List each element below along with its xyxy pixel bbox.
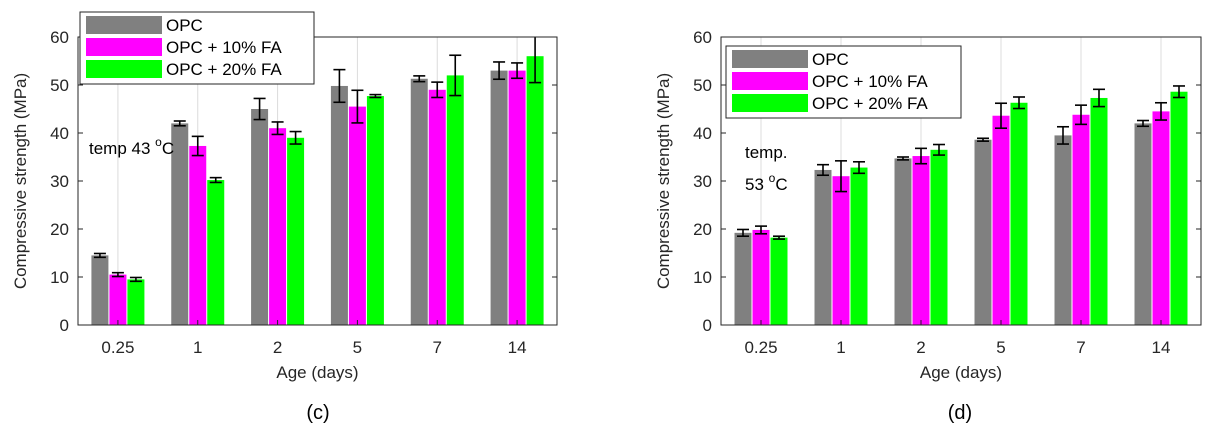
legend-entry: OPC + 20% FA	[812, 94, 928, 113]
y-tick-label: 10	[693, 268, 712, 287]
bar-opc-20-fa-0.25	[127, 279, 145, 325]
legend: OPC OPC + 10% FA OPC + 20% FA	[725, 45, 962, 119]
y-tick-label: 60	[693, 28, 712, 47]
legend-swatch	[86, 16, 162, 34]
bar-opc-14	[490, 70, 508, 325]
x-axis-label: Age (days)	[276, 363, 358, 382]
y-tick-label: 50	[50, 76, 69, 95]
x-tick-label: 0.25	[101, 338, 134, 357]
bar-opc-10-fa-0.25	[752, 229, 770, 325]
x-tick-label: 1	[193, 338, 202, 357]
panel-label: (d)	[948, 402, 972, 424]
bar-opc-20-fa-0.25	[770, 237, 788, 325]
legend-swatch	[86, 38, 162, 56]
x-axis-label: Age (days)	[920, 363, 1002, 382]
bar-opc-10-fa-14	[1152, 111, 1170, 326]
y-tick-label: 30	[50, 172, 69, 191]
bar-opc-7	[410, 78, 428, 325]
legend-entry: OPC + 10% FA	[166, 38, 282, 57]
y-tick-label: 0	[60, 316, 69, 335]
bar-opc-20-fa-14	[526, 56, 544, 325]
x-tick-label: 5	[996, 338, 1005, 357]
legend-entry: OPC + 10% FA	[812, 72, 928, 91]
legend-swatch	[732, 50, 808, 68]
x-tick-label: 14	[1152, 338, 1171, 357]
bar-opc-10-fa-5	[992, 115, 1010, 325]
legend-entry: OPC	[812, 50, 849, 69]
temperature-annotation-value: 53 oC	[745, 171, 788, 194]
bar-opc-5	[330, 85, 348, 326]
x-tick-label: 7	[1076, 338, 1085, 357]
bar-opc-10-fa-2	[269, 128, 287, 325]
y-tick-label: 60	[50, 28, 69, 47]
y-tick-label: 0	[703, 316, 712, 335]
y-tick-label: 40	[50, 124, 69, 143]
y-axis-label: Compressive strength (MPa)	[654, 73, 673, 289]
y-tick-label: 20	[693, 220, 712, 239]
legend: OPC OPC + 10% FA OPC + 20% FA	[79, 11, 315, 85]
bar-opc-2	[894, 158, 912, 325]
x-tick-label: 2	[273, 338, 282, 357]
y-tick-label: 30	[693, 172, 712, 191]
bar-opc-20-fa-5	[366, 96, 384, 325]
bar-opc-10-fa-7	[428, 89, 446, 325]
legend-entry: OPC + 20% FA	[166, 60, 282, 79]
plot-area	[78, 37, 557, 325]
bar-opc-5	[974, 139, 992, 325]
legend-swatch	[86, 60, 162, 78]
x-tick-label: 0.25	[744, 338, 777, 357]
bar-opc-20-fa-5	[1010, 102, 1028, 325]
bar-opc-20-fa-7	[446, 75, 464, 326]
bar-opc-10-fa-7	[1072, 114, 1090, 325]
chart-panel-d: 0 10 20 30 40 50 60 0.25 1 2 5 7 14 Age (days) Compres…	[654, 28, 1202, 424]
bar-opc-0.25	[91, 255, 109, 325]
y-axis-label: Compressive strength (MPa)	[11, 73, 30, 289]
legend-entry: OPC	[166, 16, 203, 35]
bar-opc-14	[1134, 123, 1152, 326]
x-tick-label: 14	[508, 338, 527, 357]
bar-opc-20-fa-1	[207, 180, 225, 325]
bar-opc-10-fa-14	[508, 70, 526, 325]
bar-opc-1	[171, 123, 189, 326]
bar-opc-20-fa-7	[1090, 97, 1108, 326]
chart-panel-c: 0 10 20 30 40 50 60 0.25 1 2 5 7 14 Age (days) Compres…	[11, 11, 558, 424]
y-tick-label: 20	[50, 220, 69, 239]
bar-opc-20-fa-2	[930, 149, 948, 325]
x-tick-label: 7	[433, 338, 442, 357]
bar-opc-10-fa-0.25	[109, 274, 127, 325]
temperature-annotation: temp 43 oC	[89, 135, 174, 158]
panel-label: (c)	[306, 402, 329, 424]
y-tick-label: 40	[693, 124, 712, 143]
y-tick-label: 10	[50, 268, 69, 287]
y-tick-label: 50	[693, 76, 712, 95]
x-tick-label: 2	[916, 338, 925, 357]
bar-opc-0.25	[734, 232, 752, 325]
temperature-annotation: temp.	[745, 143, 788, 162]
bar-opc-10-fa-1	[189, 145, 207, 325]
bar-opc-20-fa-14	[1170, 91, 1188, 325]
x-tick-label: 5	[353, 338, 362, 357]
legend-swatch	[732, 72, 808, 90]
bar-opc-10-fa-2	[912, 156, 930, 325]
x-tick-label: 1	[836, 338, 845, 357]
bar-opc-20-fa-2	[287, 137, 305, 325]
bar-opc-7	[1054, 135, 1072, 325]
bar-opc-10-fa-1	[832, 176, 850, 325]
bar-opc-10-fa-5	[348, 106, 366, 325]
bar-opc-2	[251, 109, 269, 325]
legend-swatch	[732, 94, 808, 112]
bar-opc-1	[814, 169, 832, 325]
bar-opc-20-fa-1	[850, 167, 868, 325]
